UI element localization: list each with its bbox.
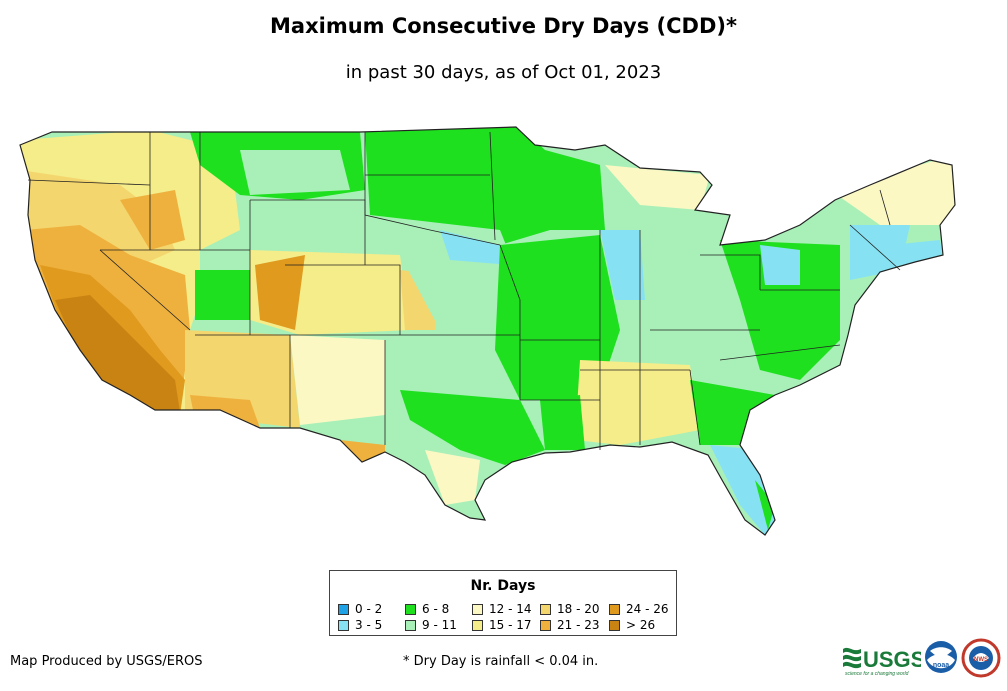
legend-label: 21 - 23	[557, 618, 600, 632]
legend-label: 3 - 5	[355, 618, 383, 632]
nws-logo: NWS	[961, 638, 1001, 678]
region-3-5-illinois	[600, 230, 645, 300]
legend-swatch	[405, 619, 416, 631]
nws-wordmark: NWS	[974, 657, 988, 663]
legend-swatch	[540, 619, 551, 631]
legend-swatch	[338, 619, 349, 631]
legend-item: 21 - 23	[540, 618, 600, 632]
legend-item: 3 - 5	[338, 618, 382, 632]
region-6-8-south-florida	[755, 480, 775, 530]
region-24-26-utah	[255, 255, 305, 330]
map-title: Maximum Consecutive Dry Days (CDD)*	[270, 14, 737, 38]
region-9-11-montana	[240, 150, 350, 195]
legend-item: 24 - 26	[609, 602, 669, 616]
legend-label: 24 - 26	[626, 602, 669, 616]
legend-item: 12 - 14	[472, 602, 532, 616]
legend-label: 18 - 20	[557, 602, 600, 616]
usgs-tagline: science for a changing world	[845, 671, 909, 677]
legend-swatch	[609, 619, 620, 631]
credit-text: Map Produced by USGS/EROS	[10, 654, 203, 669]
usgs-logo: USGS science for a changing world	[843, 647, 921, 677]
noaa-logo: noaa	[925, 641, 957, 673]
legend-swatch	[472, 603, 483, 615]
legend-label: 9 - 11	[422, 618, 457, 632]
region-12-14-new-england	[830, 155, 955, 225]
region-3-5-pennsylvania	[760, 245, 800, 285]
region-3-5-nebraska	[440, 230, 510, 265]
legend-item: 15 - 17	[472, 618, 532, 632]
region-15-17-deep-south	[575, 360, 700, 445]
region-over-26-southern-california	[55, 295, 180, 412]
region-6-8-north-texas	[400, 390, 545, 465]
legend: Nr. Days 0 - 2 3 - 5 6 - 8 9 - 11 12 - 14 15 …	[329, 570, 677, 636]
state-boundaries	[27, 131, 901, 450]
legend-label: 12 - 14	[489, 602, 532, 616]
map-subtitle: in past 30 days, as of Oct 01, 2023	[345, 62, 662, 83]
region-6-8-mid-atlantic	[720, 240, 840, 380]
legend-item: 6 - 8	[405, 602, 449, 616]
legend-item: 18 - 20	[540, 602, 600, 616]
legend-swatch	[405, 603, 416, 615]
legend-title: Nr. Days	[470, 578, 536, 594]
region-6-8-utah	[195, 270, 250, 320]
region-12-14-michigan-up	[605, 165, 710, 210]
region-6-8-dakotas-minnesota	[365, 127, 605, 245]
legend-item: 0 - 2	[338, 602, 382, 616]
legend-swatch	[540, 603, 551, 615]
legend-item: > 26	[609, 618, 655, 632]
footnote-text: * Dry Day is rainfall < 0.04 in.	[403, 654, 599, 669]
region-12-14-new-mexico	[290, 335, 385, 425]
usgs-wordmark: USGS	[863, 647, 921, 672]
region-6-8-missouri-arkansas	[495, 235, 620, 400]
legend-label: 6 - 8	[422, 602, 450, 616]
legend-swatch	[472, 619, 483, 631]
region-6-8-louisiana	[540, 395, 585, 450]
region-12-14-south-texas	[425, 450, 480, 505]
legend-label: 0 - 2	[355, 602, 383, 616]
legend-swatch	[609, 603, 620, 615]
legend-label: 15 - 17	[489, 618, 532, 632]
legend-item: 9 - 11	[405, 618, 457, 632]
region-21-23-idaho	[120, 190, 185, 250]
legend-swatch	[338, 603, 349, 615]
noaa-wordmark: noaa	[933, 662, 949, 669]
cdd-regions	[20, 127, 955, 535]
legend-label: > 26	[626, 618, 656, 632]
